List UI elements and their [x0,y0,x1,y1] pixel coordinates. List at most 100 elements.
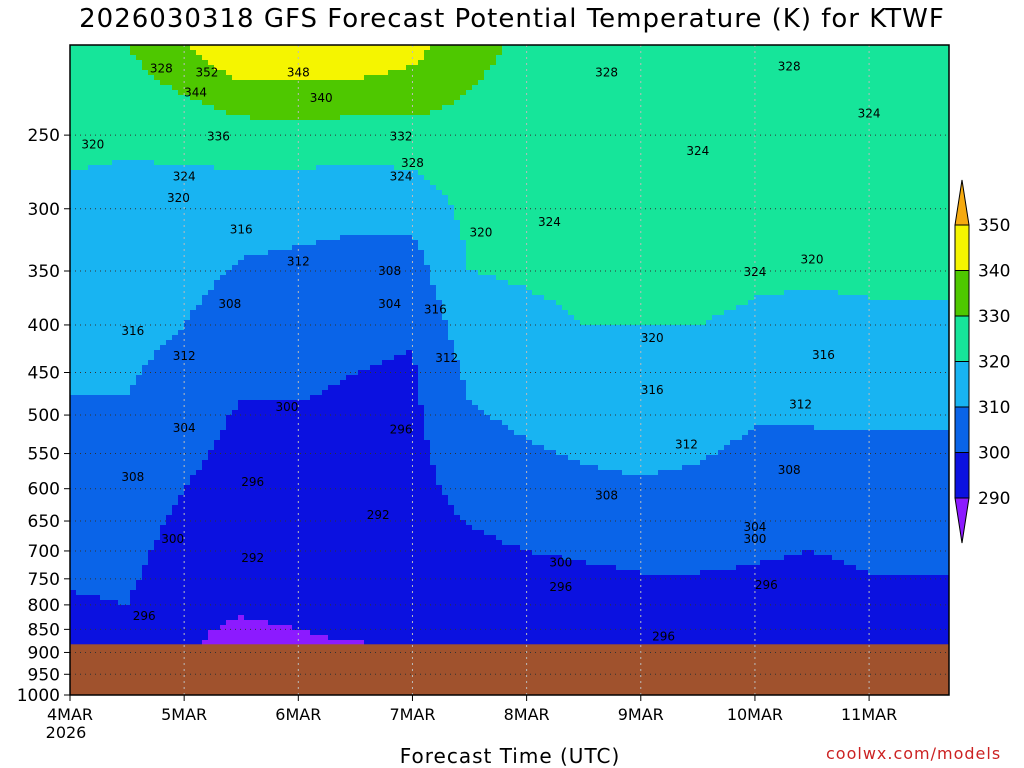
theta-cell [100,630,107,636]
theta-cell [268,300,275,306]
theta-cell [184,415,191,421]
theta-cell [274,245,281,251]
theta-cell [76,525,83,531]
theta-cell [232,580,239,586]
theta-cell [112,340,119,346]
theta-cell [106,305,113,311]
theta-cell [154,210,161,216]
theta-cell [262,350,269,356]
theta-cell [88,355,95,361]
theta-cell [112,120,119,126]
theta-cell [172,390,179,396]
theta-cell [112,175,119,181]
theta-cell [130,220,137,226]
theta-cell [142,270,149,276]
theta-cell [202,80,209,86]
theta-cell [160,465,167,471]
theta-cell [88,370,95,376]
theta-cell [184,160,191,166]
theta-cell [304,90,311,96]
theta-cell [76,370,83,376]
theta-cell [136,420,143,426]
theta-cell [286,505,293,511]
theta-cell [262,425,269,431]
theta-cell [250,510,257,516]
theta-cell [262,300,269,306]
theta-cell [274,440,281,446]
theta-cell [148,390,155,396]
theta-cell [166,600,173,606]
theta-cell [292,630,299,636]
theta-cell [118,130,125,136]
theta-cell [292,190,299,196]
theta-cell [76,385,83,391]
theta-cell [238,175,245,181]
theta-cell [154,585,161,591]
theta-cell [184,115,191,121]
theta-cell [118,325,125,331]
theta-cell [70,325,77,331]
theta-cell [136,460,143,466]
theta-cell [274,55,281,61]
theta-cell [244,265,251,271]
theta-cell [304,580,311,586]
theta-cell [256,485,263,491]
theta-cell [256,455,263,461]
theta-cell [262,520,269,526]
theta-cell [148,595,155,601]
theta-cell [280,160,287,166]
theta-cell [208,165,215,171]
theta-cell [76,460,83,466]
theta-cell [316,330,323,336]
theta-cell [262,585,269,591]
theta-cell [118,605,125,611]
theta-cell [274,90,281,96]
theta-cell [142,440,149,446]
theta-cell [280,435,287,441]
theta-cell [274,290,281,296]
theta-cell [310,160,317,166]
theta-cell [190,510,197,516]
theta-cell [142,190,149,196]
theta-cell [274,395,281,401]
theta-cell [166,370,173,376]
theta-cell [160,540,167,546]
theta-cell [202,380,209,386]
theta-cell [220,170,227,176]
theta-cell [94,625,101,631]
theta-cell [238,285,245,291]
theta-cell [202,195,209,201]
theta-cell [196,360,203,366]
theta-cell [268,620,275,626]
theta-cell [160,50,167,56]
theta-cell [208,350,215,356]
theta-cell [208,130,215,136]
theta-cell [268,280,275,286]
theta-cell [154,80,161,86]
theta-cell [142,280,149,286]
theta-cell [142,65,149,71]
theta-cell [286,305,293,311]
theta-cell [244,605,251,611]
theta-cell [220,75,227,81]
theta-cell [118,290,125,296]
theta-cell [286,175,293,181]
theta-cell [166,260,173,266]
theta-cell [238,420,245,426]
theta-cell [274,385,281,391]
theta-cell [256,545,263,551]
theta-cell [256,175,263,181]
theta-cell [208,390,215,396]
theta-cell [70,100,77,106]
theta-cell [280,450,287,456]
theta-cell [124,80,131,86]
theta-cell [154,85,161,91]
theta-cell [154,405,161,411]
theta-cell [88,475,95,481]
theta-cell [154,130,161,136]
theta-cell [160,65,167,71]
theta-cell [142,120,149,126]
theta-cell [238,545,245,551]
theta-cell [262,140,269,146]
theta-cell [118,55,125,61]
